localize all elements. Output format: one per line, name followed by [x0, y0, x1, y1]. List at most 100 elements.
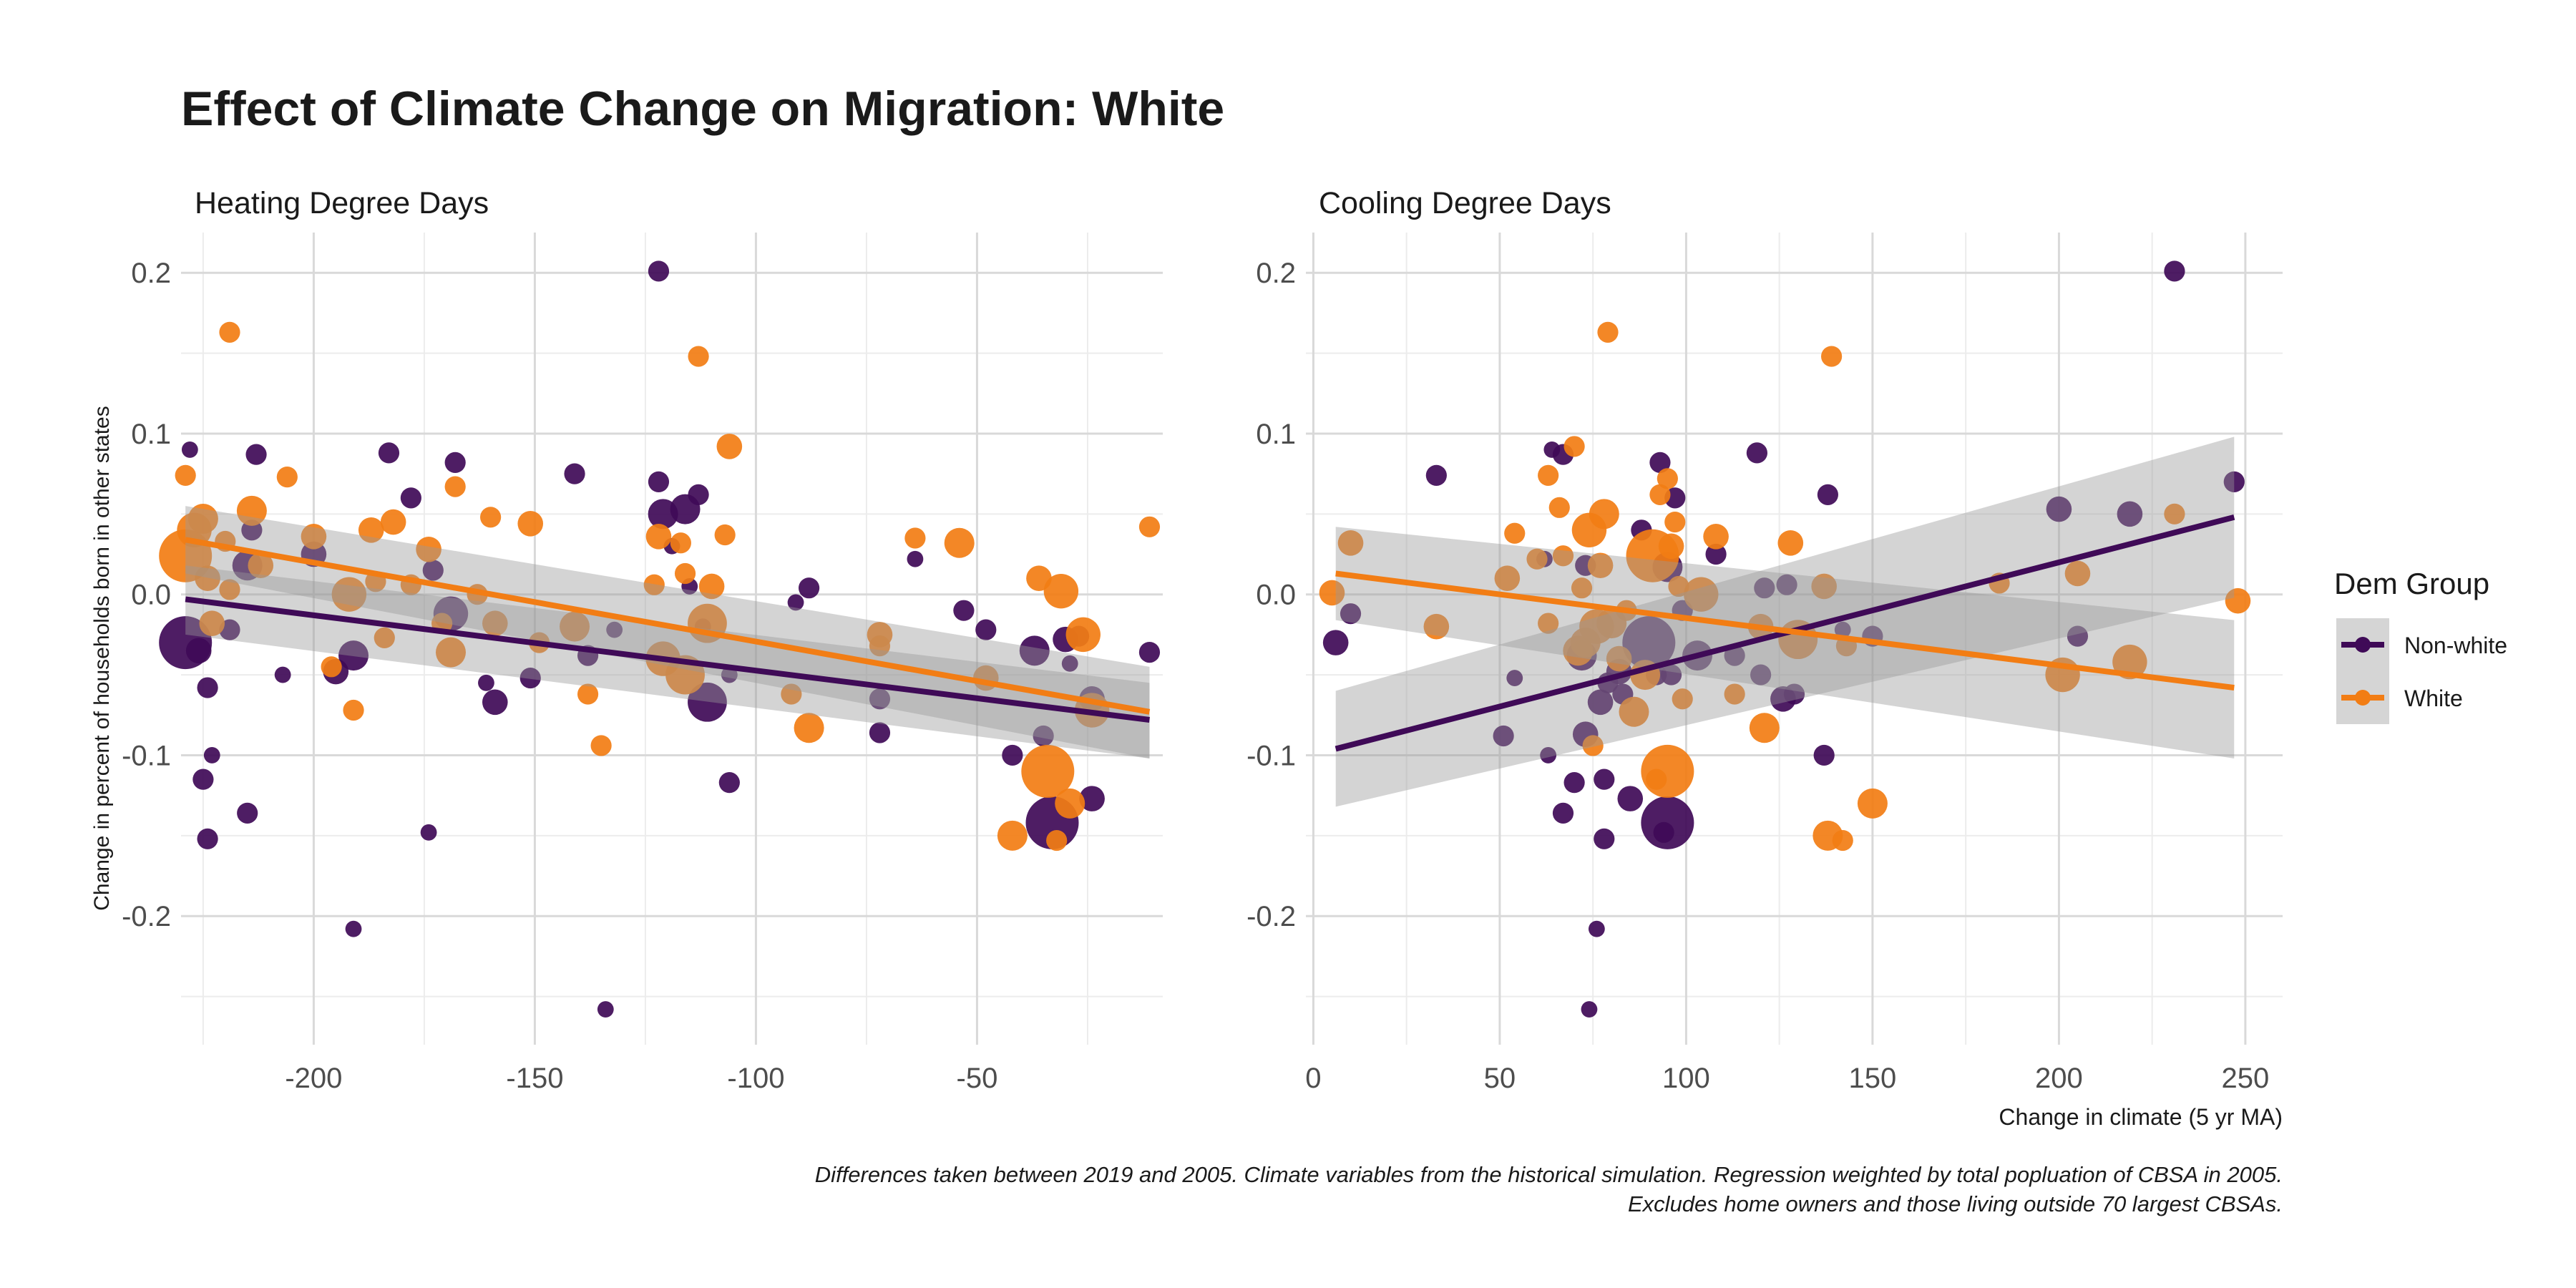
y-tick-label: 0.0 [1256, 580, 1296, 611]
y-tick-label: 0.2 [131, 258, 171, 289]
data-point-white [343, 699, 364, 721]
data-point-white [358, 517, 384, 543]
data-point-non-white [345, 920, 362, 937]
data-point-white [1749, 713, 1780, 743]
data-point-non-white [1783, 683, 1805, 705]
data-point-non-white [1019, 635, 1050, 666]
data-point-white [301, 523, 327, 550]
data-point-non-white [564, 463, 585, 484]
data-point-non-white [1641, 796, 1694, 849]
legend-dot-non-white [2355, 637, 2371, 653]
data-point-white [716, 434, 743, 459]
data-point-white [1606, 645, 1632, 672]
y-tick-label: -0.1 [122, 740, 171, 771]
data-point-non-white [648, 260, 670, 282]
data-point-white [869, 635, 891, 657]
data-point-non-white [1617, 786, 1644, 811]
legend-item-non-white: Non-white [2336, 618, 2507, 671]
y-tick-label: 0.1 [1256, 419, 1296, 450]
data-point-non-white [721, 666, 738, 683]
data-point-non-white [1563, 772, 1585, 794]
data-point-white [781, 683, 802, 705]
x-tick-label: -200 [285, 1063, 342, 1094]
data-point-white [1672, 688, 1693, 710]
data-point-non-white [2046, 496, 2072, 522]
x-tick-label: -150 [506, 1063, 563, 1094]
data-point-white [1597, 321, 1619, 343]
data-point-non-white [1581, 1001, 1598, 1018]
data-point-white [1571, 577, 1593, 599]
data-point-white [1658, 533, 1684, 560]
data-point-white [1055, 788, 1085, 819]
data-point-non-white [519, 667, 541, 689]
data-point-non-white [718, 772, 740, 794]
data-point-non-white [274, 666, 291, 683]
x-tick-label: -100 [727, 1063, 784, 1094]
data-point-white [1526, 548, 1548, 570]
legend-item-white: White [2336, 671, 2463, 724]
data-point-white [374, 627, 395, 648]
chart-title: Effect of Climate Change on Migration: W… [181, 82, 1224, 136]
data-point-white [1337, 530, 1364, 556]
data-point-white [1138, 516, 1161, 537]
data-point-white [1548, 497, 1570, 518]
x-tick-label: 250 [2222, 1063, 2270, 1094]
data-point-non-white [1587, 689, 1614, 716]
data-point-white [645, 523, 672, 550]
data-point-non-white [1340, 603, 1362, 625]
data-point-white [175, 464, 196, 486]
data-point-white [698, 573, 725, 600]
data-point-non-white [1705, 543, 1727, 565]
data-point-white [1319, 580, 1345, 606]
data-point-white [276, 467, 298, 488]
data-point-white [321, 656, 342, 678]
data-point-white [1684, 577, 1719, 612]
data-point-non-white [192, 769, 214, 790]
data-point-non-white [907, 550, 924, 567]
data-point-non-white [1493, 725, 1514, 747]
data-point-white [219, 579, 240, 600]
data-point-white [1494, 565, 1521, 592]
data-point-white [1657, 468, 1678, 489]
data-point-white [1065, 617, 1101, 653]
data-point-white [482, 610, 508, 636]
data-point-non-white [420, 824, 437, 841]
data-point-white [904, 527, 926, 549]
data-point-non-white [1817, 484, 1838, 505]
data-point-non-white [1033, 725, 1054, 747]
data-point-non-white [798, 577, 820, 599]
data-point-white [1582, 735, 1604, 756]
y-axis-label: Change in percent of households born in … [90, 406, 114, 910]
data-point-non-white [1540, 747, 1557, 763]
data-point-white [794, 713, 824, 743]
data-point-non-white [2067, 625, 2089, 647]
data-point-non-white [2223, 471, 2245, 492]
data-point-white [1021, 744, 1075, 798]
data-point-white [2064, 560, 2091, 587]
caption-line-2: Excludes home owners and those living ou… [1628, 1191, 2283, 1216]
confidence-band-white [1335, 527, 2235, 758]
plot-panel-heating: -200 -150 -100 -50 0.2 0.1 0.0 -0.1 -0.2 [122, 233, 1163, 1094]
data-point-white [1589, 499, 1619, 530]
data-point-non-white [1138, 642, 1161, 663]
data-point-white [1820, 346, 1843, 367]
data-point-non-white [2117, 501, 2143, 527]
y-tick-label: -0.2 [1246, 901, 1296, 932]
x-tick-label: 150 [1849, 1063, 1897, 1094]
data-point-white [1664, 511, 1686, 533]
data-point-white [435, 637, 466, 668]
data-point-non-white [400, 487, 421, 509]
y-tick-label: -0.2 [122, 901, 171, 932]
data-point-non-white [1813, 744, 1835, 766]
y-tick-label: 0.1 [131, 419, 171, 450]
data-point-white [1538, 464, 1559, 486]
data-point-white [2225, 587, 2251, 614]
data-point-white [643, 574, 665, 595]
data-point-white [199, 610, 225, 636]
data-point-non-white [197, 828, 218, 849]
data-point-non-white [1425, 464, 1447, 486]
legend-title: Dem Group [2334, 567, 2489, 600]
data-point-white [1046, 829, 1068, 852]
regression-line-white [185, 537, 1151, 715]
data-point-non-white [953, 600, 975, 621]
